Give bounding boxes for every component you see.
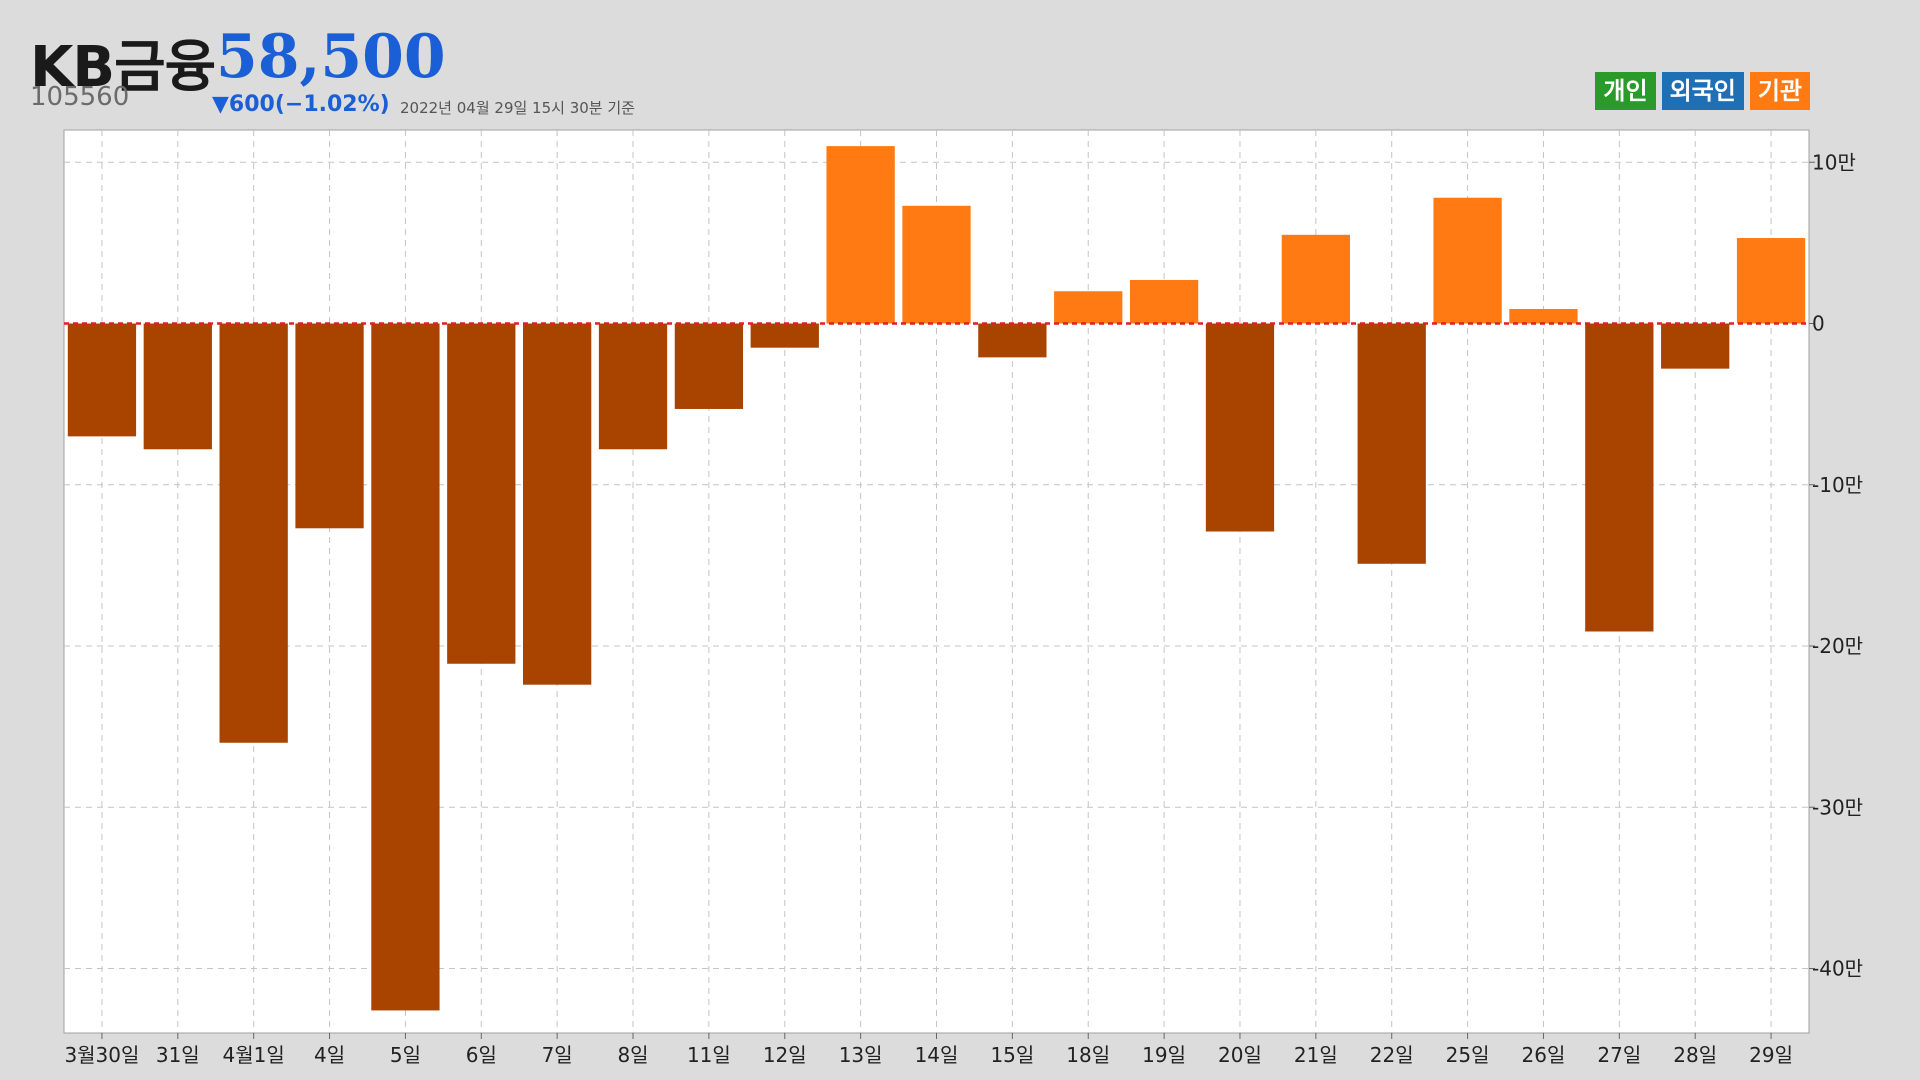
x-tick-label: 3월30일 [64, 1043, 139, 1067]
bar[interactable] [1129, 279, 1199, 324]
y-tick-label: -40만 [1812, 957, 1863, 981]
y-tick-label: -20만 [1812, 634, 1863, 658]
x-tick-labels: 3월30일 31일 4월1일 4일 5일 6일 7일 8일 11일 12일 13일 14일 15일 18일… [64, 1033, 1793, 1067]
x-tick-label: 28일 [1673, 1043, 1717, 1067]
x-tick-label: 11일 [687, 1043, 731, 1067]
bar[interactable] [1205, 323, 1275, 532]
x-tick-label: 7일 [542, 1043, 573, 1067]
bar[interactable] [523, 323, 592, 685]
x-tick-label: 4월1일 [223, 1043, 285, 1067]
x-tick-label: 22일 [1370, 1043, 1414, 1067]
x-tick-label: 20일 [1218, 1043, 1262, 1067]
stock-name: KB금융 [30, 35, 216, 100]
bar[interactable] [67, 323, 137, 437]
x-tick-label: 27일 [1597, 1043, 1641, 1067]
x-tick-label: 25일 [1446, 1043, 1490, 1067]
x-tick-label: 12일 [763, 1043, 807, 1067]
bar[interactable] [1357, 323, 1426, 564]
bar[interactable] [902, 205, 971, 324]
bar[interactable] [447, 323, 516, 664]
bar[interactable] [1054, 291, 1123, 324]
price-change: ▼600(−1.02%) [212, 92, 390, 117]
x-tick-label: 4일 [314, 1043, 345, 1067]
x-tick-label: 8일 [617, 1043, 648, 1067]
reference-date: 2022년 04월 29일 15시 30분 기준 [400, 99, 635, 117]
x-tick-label: 31일 [156, 1043, 200, 1067]
y-tick-labels: 10만 0 -10만 -20만 -30만 -40만 [1809, 150, 1863, 981]
x-tick-label: 6일 [466, 1043, 497, 1067]
y-tick-label: -30만 [1812, 795, 1863, 819]
bar[interactable] [826, 146, 895, 324]
bar[interactable] [1433, 197, 1502, 324]
bars [67, 146, 1806, 1011]
bar[interactable] [143, 323, 212, 450]
stock-code: 105560 [30, 82, 130, 112]
legend-individual[interactable]: 개인 [1595, 72, 1656, 110]
legend-institution[interactable]: 기관 [1749, 72, 1810, 110]
x-tick-label: 29일 [1749, 1043, 1793, 1067]
stock-price: 58,500 [216, 22, 446, 92]
bar[interactable] [219, 323, 288, 743]
x-tick-label: 18일 [1066, 1043, 1110, 1067]
y-tick-label: 0 [1812, 312, 1825, 336]
bar[interactable] [1281, 234, 1350, 324]
bar[interactable] [674, 323, 744, 409]
bar[interactable] [295, 323, 364, 529]
legend: 개인 외국인 기관 [1595, 72, 1810, 110]
legend-foreign[interactable]: 외국인 [1661, 72, 1744, 110]
bar[interactable] [1661, 323, 1730, 369]
bar[interactable] [1585, 323, 1654, 632]
bar[interactable] [371, 323, 440, 1011]
x-tick-label: 14일 [915, 1043, 959, 1067]
bar[interactable] [978, 323, 1047, 358]
y-tick-label: -10만 [1812, 473, 1863, 497]
grid [64, 130, 1809, 1033]
x-tick-label: 13일 [839, 1043, 883, 1067]
x-tick-label: 15일 [990, 1043, 1034, 1067]
x-tick-label: 26일 [1522, 1043, 1566, 1067]
bar[interactable] [598, 323, 668, 450]
bar[interactable] [750, 323, 819, 348]
bar[interactable] [1509, 308, 1578, 324]
x-tick-label: 21일 [1294, 1043, 1338, 1067]
x-tick-label: 19일 [1142, 1043, 1186, 1067]
x-tick-label: 5일 [390, 1043, 421, 1067]
y-tick-label: 10만 [1812, 150, 1856, 174]
bar[interactable] [1736, 238, 1806, 324]
